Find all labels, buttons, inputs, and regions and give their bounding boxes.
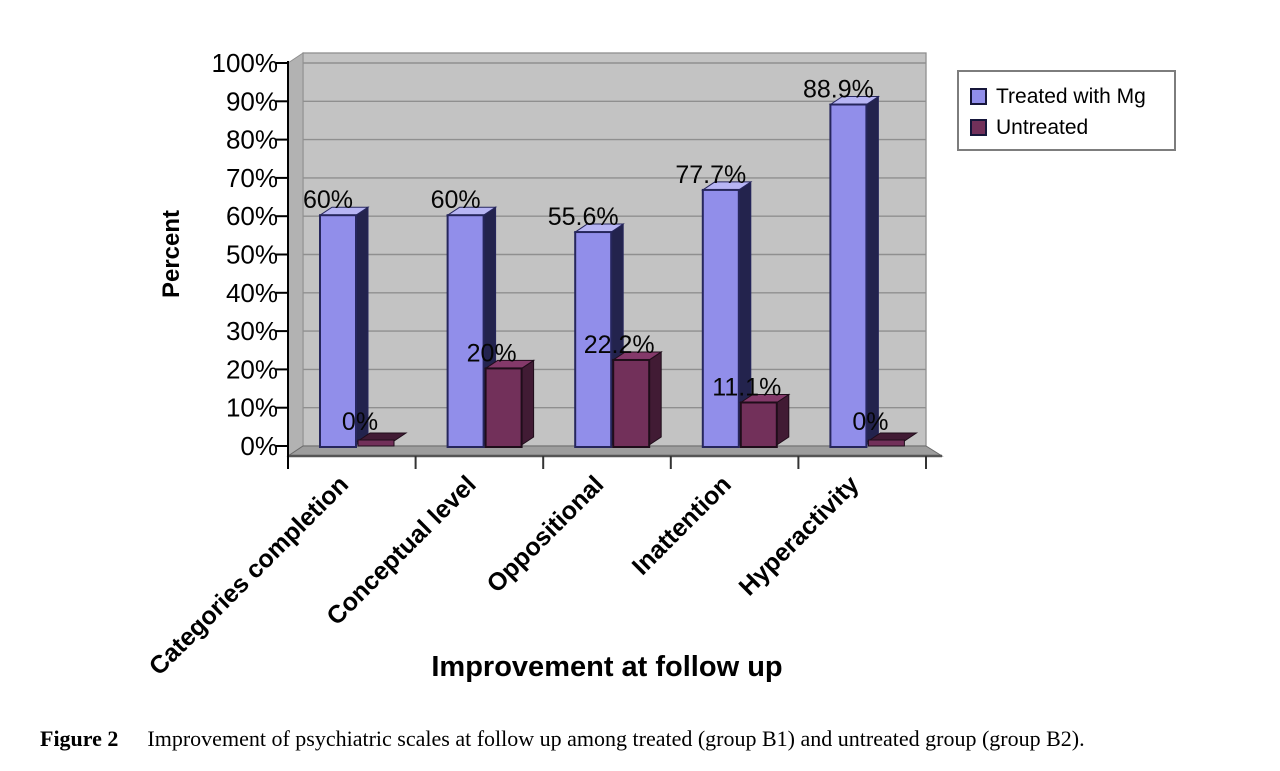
bar-treated-1 [318, 206, 370, 448]
y-axis-title: Percent [158, 209, 185, 299]
plot-wall-side [287, 52, 304, 457]
bar-chart: 100% 90% 80% 70% 60% 50% 40% 30% 20% 10% 0% 60% 0% 60… [144, 48, 944, 681]
bar-treated-3 [573, 223, 625, 448]
data-label: 11.1% [712, 373, 781, 401]
bar-front-face [574, 231, 613, 448]
y-tick-label: 50% [226, 240, 278, 270]
category-label: Inattention [627, 470, 737, 580]
bar-treated-5 [828, 95, 881, 448]
data-label: 88.9% [803, 76, 874, 104]
bar-treated-4 [701, 180, 753, 448]
y-tick-label: 70% [226, 163, 278, 193]
y-tick-label: 20% [226, 354, 278, 384]
bar-front-face [867, 439, 905, 447]
y-tick-label: 100% [212, 48, 279, 78]
y-tick-label: 0% [240, 431, 278, 461]
y-tick-label: 90% [226, 86, 278, 116]
data-label: 55.6% [548, 203, 619, 231]
bar-front-face [612, 358, 651, 448]
category-label: Hyperactivity [734, 470, 865, 601]
bar-front-face [701, 188, 740, 448]
x-axis-title: Improvement at follow up [431, 651, 783, 683]
y-tick-label: 30% [226, 316, 278, 346]
bar-side-face [776, 393, 790, 446]
data-label: 77.7% [675, 161, 746, 189]
legend-swatch-untreated-icon [970, 119, 987, 136]
legend-label-treated: Treated with Mg [996, 84, 1146, 108]
legend-swatch-treated-icon [970, 88, 987, 105]
y-tick-label: 60% [226, 201, 278, 231]
bar-front-face [319, 214, 357, 448]
bar-untreated-3 [611, 351, 663, 448]
bar-front-face [829, 103, 868, 448]
bar-untreated-2 [483, 359, 536, 448]
y-tick-label: 40% [226, 278, 278, 308]
bar-untreated-4 [739, 393, 791, 448]
bar-side-face [521, 359, 535, 446]
data-label: 60% [303, 186, 353, 214]
bar-untreated-1 [356, 432, 408, 447]
category-label: Oppositional [481, 470, 609, 598]
bar-untreated-5 [866, 432, 919, 447]
bar-side-face [865, 95, 879, 446]
bar-front-face [739, 401, 778, 448]
bar-treated-2 [445, 206, 498, 448]
y-tick-label: 80% [226, 125, 278, 155]
data-label: 0% [852, 408, 888, 436]
caption-text: Improvement of psychiatric scales at fol… [147, 726, 1085, 751]
bar-side-face [648, 351, 662, 446]
y-tick-label: 10% [226, 393, 278, 423]
bar-front-face [357, 439, 395, 447]
data-label: 60% [431, 186, 481, 214]
legend-label-untreated: Untreated [996, 115, 1089, 139]
legend-item-untreated: Untreated [959, 112, 1174, 143]
legend: Treated with Mg Untreated [957, 70, 1176, 151]
figure-caption: Figure 2 Improvement of psychiatric scale… [40, 726, 1255, 752]
legend-item-treated: Treated with Mg [959, 81, 1174, 112]
data-label: 0% [342, 408, 378, 436]
caption-label: Figure 2 [40, 726, 119, 751]
bar-front-face [484, 367, 523, 448]
category-label: Categories completion [144, 470, 354, 680]
bar-front-face [446, 214, 485, 448]
data-label: 22.2% [584, 331, 655, 359]
data-label: 20% [467, 339, 517, 367]
